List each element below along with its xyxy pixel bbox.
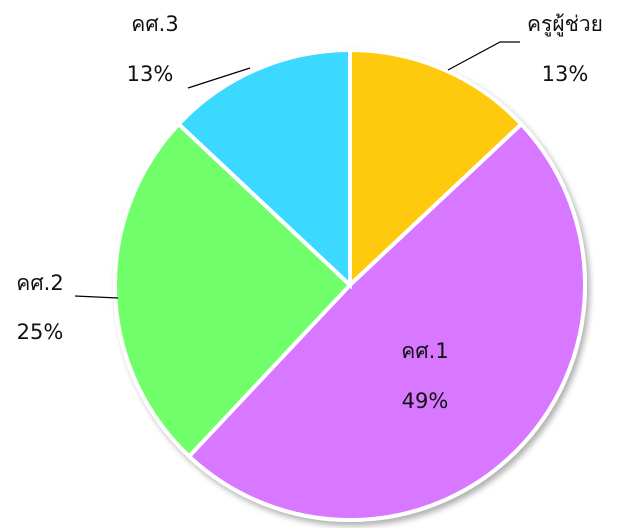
slice-label: คศ.3: [131, 12, 178, 36]
value-label: 13%: [542, 62, 589, 86]
slice: [186, 121, 588, 523]
value-label: 25%: [17, 320, 64, 344]
leader-line: [74, 295, 119, 299]
slice-label: คศ.2: [16, 271, 63, 295]
slice-label: คศ.1: [401, 339, 448, 363]
leader-line: [447, 41, 520, 71]
slice-label: ครูผู้ช่วย: [527, 12, 603, 37]
slice: [348, 47, 525, 290]
slice: [175, 47, 352, 290]
slice: [113, 121, 353, 460]
leader-line: [187, 67, 251, 89]
value-label: 13%: [127, 62, 174, 86]
pie: [113, 47, 588, 523]
value-label: 49%: [402, 389, 449, 413]
